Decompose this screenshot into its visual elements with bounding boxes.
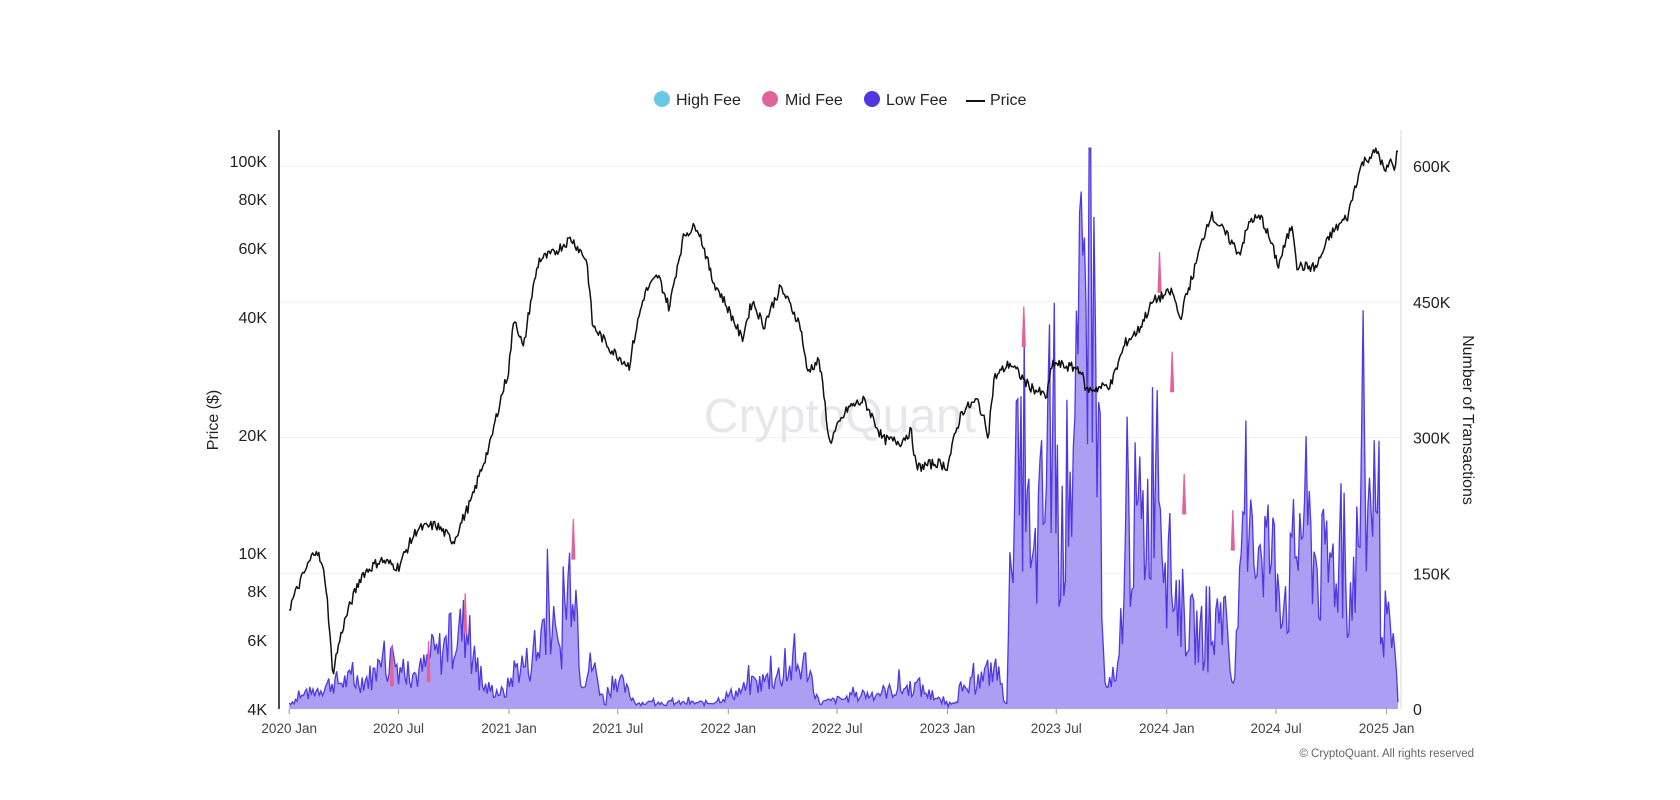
x-ticks: 2020 Jan 2020 Jul 2021 Jan 2021 Jul 2022 Jan…: [261, 709, 1414, 736]
mid-fee-spike: [571, 518, 576, 560]
y-right-tick-label: 150K: [1413, 566, 1451, 583]
legend-label-price: Price: [990, 92, 1027, 109]
y-right-axis-title: Number of Transactions: [1459, 335, 1476, 505]
y-left-axis-title: Price ($): [205, 390, 222, 450]
y-right-tick-label: 450K: [1413, 295, 1451, 312]
watermark: CryptoQuant: [704, 390, 976, 443]
x-tick-label: 2020 Jan: [261, 721, 317, 736]
legend: High Fee Mid Fee Low Fee Price: [654, 91, 1027, 109]
y-left-tick-label: 20K: [239, 428, 268, 445]
y-left-tick-label: 100K: [230, 154, 268, 171]
legend-item-low-fee[interactable]: Low Fee: [864, 91, 947, 109]
mid-fee-spike: [1182, 473, 1187, 515]
legend-label-mid-fee: Mid Fee: [785, 92, 843, 109]
x-tick-label: 2025 Jan: [1359, 721, 1415, 736]
y-right-ticks: 0 150K 300K 450K 600K: [1413, 159, 1451, 719]
mid-fee-spike: [1170, 351, 1175, 393]
legend-label-high-fee: High Fee: [676, 92, 741, 109]
mid-fee-spike: [389, 645, 395, 687]
y-right-tick-label: 0: [1413, 702, 1422, 719]
transactions-areas: [288, 147, 1399, 710]
x-tick-label: 2024 Jan: [1139, 721, 1195, 736]
legend-item-high-fee[interactable]: High Fee: [654, 91, 741, 109]
mid-fee-spike: [463, 593, 468, 634]
legend-item-mid-fee[interactable]: Mid Fee: [762, 91, 843, 109]
x-tick-label: 2022 Jul: [811, 721, 862, 736]
y-right-tick-label: 600K: [1413, 159, 1451, 176]
x-tick-label: 2021 Jul: [592, 721, 643, 736]
mid-fee-spike: [1230, 509, 1235, 551]
high-fee-marker: [654, 91, 670, 107]
y-left-tick-label: 80K: [239, 192, 268, 209]
y-right-tick-label: 300K: [1413, 431, 1451, 448]
y-left-tick-label: 6K: [247, 633, 267, 650]
legend-label-low-fee: Low Fee: [886, 92, 947, 109]
price-line: [289, 147, 1398, 675]
x-tick-label: 2020 Jul: [373, 721, 424, 736]
x-tick-label: 2024 Jul: [1251, 721, 1302, 736]
x-tick-label: 2022 Jan: [700, 721, 756, 736]
y-left-tick-label: 10K: [239, 546, 268, 563]
copyright-notice: © CryptoQuant. All rights reserved: [1299, 748, 1474, 760]
gridlines: [279, 165, 1401, 574]
y-left-tick-label: 4K: [247, 702, 267, 719]
x-tick-label: 2023 Jan: [920, 721, 976, 736]
mid-fee-marker: [762, 91, 778, 107]
low-fee-area: [289, 148, 1399, 710]
axes: [278, 130, 1402, 709]
legend-item-price[interactable]: Price: [966, 92, 1027, 109]
x-tick-label: 2021 Jan: [481, 721, 537, 736]
mid-fee-spike: [1021, 306, 1026, 348]
mid-fee-spike: [1157, 252, 1162, 293]
y-left-tick-label: 60K: [239, 241, 268, 258]
x-tick-label: 2023 Jul: [1031, 721, 1082, 736]
price-series: [289, 147, 1398, 675]
y-left-tick-label: 8K: [247, 584, 267, 601]
y-left-tick-label: 40K: [239, 310, 268, 327]
low-fee-line: [288, 147, 1399, 709]
mid-fee-spike: [426, 641, 431, 682]
y-left-ticks: 4K 6K 8K 10K 20K 40K 60K 80K 100K: [230, 154, 268, 719]
low-fee-marker: [864, 91, 880, 107]
